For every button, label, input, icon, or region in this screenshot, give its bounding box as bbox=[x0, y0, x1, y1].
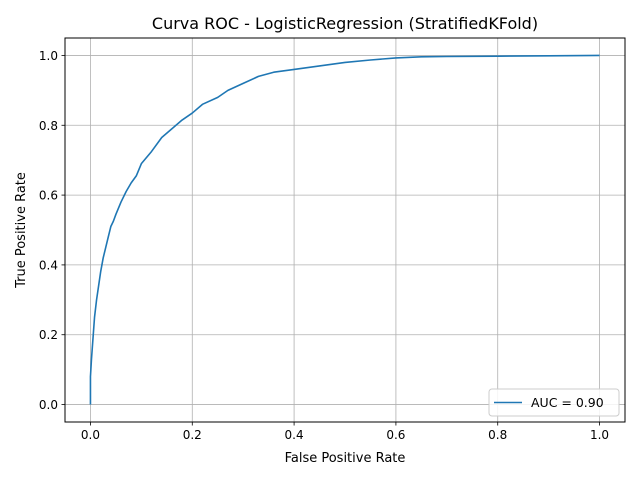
x-tick-label: 0.2 bbox=[183, 428, 202, 442]
legend-box bbox=[488, 388, 620, 417]
y-tick-label: 0.2 bbox=[39, 328, 58, 342]
x-tick-label: 0.6 bbox=[386, 428, 405, 442]
y-tick-label: 1.0 bbox=[39, 49, 58, 63]
x-tick-label: 0.8 bbox=[488, 428, 507, 442]
x-tick-label: 0.4 bbox=[285, 428, 304, 442]
series-layer bbox=[89, 54, 600, 405]
y-tick-label: 0.0 bbox=[39, 398, 58, 412]
grid bbox=[65, 38, 625, 422]
y-axis-label: True Positive Rate bbox=[14, 172, 29, 289]
chart-title: Curva ROC - LogisticRegression (Stratifi… bbox=[152, 14, 538, 33]
x-axis-label: False Positive Rate bbox=[285, 451, 406, 466]
x-tick-label: 1.0 bbox=[590, 428, 609, 442]
plot-frame bbox=[64, 37, 626, 423]
legend-entry-label: AUC = 0.90 bbox=[531, 395, 604, 410]
x-axis: 0.0 0.2 0.4 0.6 0.8 1.0 bbox=[81, 422, 609, 442]
y-tick-label: 0.4 bbox=[39, 258, 58, 272]
y-axis: 0.0 0.2 0.4 0.6 0.8 1.0 bbox=[39, 49, 65, 412]
x-tick-label: 0.0 bbox=[81, 428, 100, 442]
y-tick-label: 0.6 bbox=[39, 189, 58, 203]
y-tick-label: 0.8 bbox=[39, 119, 58, 133]
series-line-roc bbox=[89, 54, 600, 405]
legend: AUC = 0.90 bbox=[488, 388, 620, 417]
